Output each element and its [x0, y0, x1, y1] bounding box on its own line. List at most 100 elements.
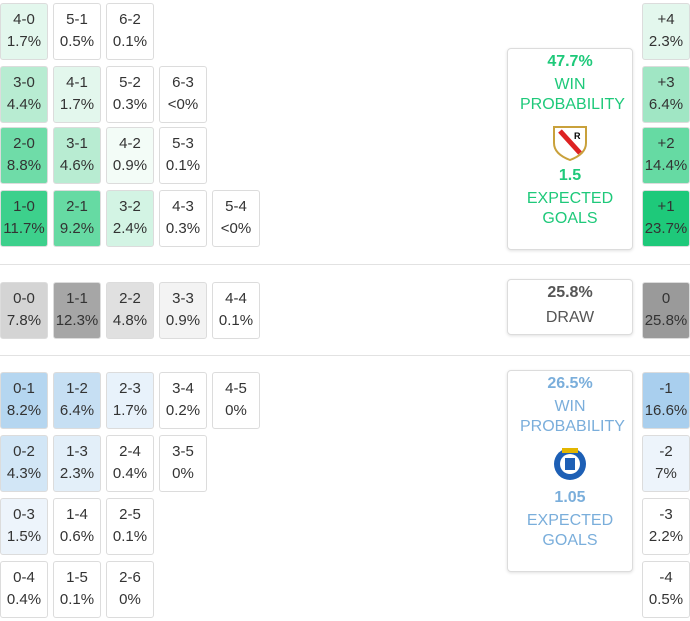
margin-cell: +1 23.7% [642, 190, 690, 247]
margin-cell: -1 16.6% [642, 372, 690, 429]
probability: 12.3% [55, 312, 99, 329]
score-cell: 2-4 0.4% [106, 435, 154, 492]
expected-goals: 1.05 [554, 489, 586, 506]
score: 2-1 [66, 198, 88, 215]
score-cell: 4-1 1.7% [53, 66, 101, 123]
probability: 8.8% [6, 157, 42, 174]
score-cell: 0-3 1.5% [0, 498, 48, 555]
score: 6-3 [172, 74, 194, 91]
expected-goals-label: EXPECTED GOALS [526, 190, 614, 227]
score: 3-5 [172, 443, 194, 460]
probability: 4.4% [6, 96, 42, 113]
probability: <0% [220, 220, 252, 237]
margin-cell: +3 6.4% [642, 66, 690, 123]
score: 2-5 [119, 506, 141, 523]
score: 3-0 [13, 74, 35, 91]
goal-difference: +2 [657, 135, 675, 152]
summary-probability: 47.7% [547, 53, 593, 70]
probability: 2.3% [59, 465, 95, 482]
score-cell: 6-3 <0% [159, 66, 207, 123]
score: 2-3 [119, 380, 141, 397]
team-logo [554, 448, 586, 480]
score-cell: 3-0 4.4% [0, 66, 48, 123]
probability: 0.1% [218, 312, 254, 329]
score-cell: 1-2 6.4% [53, 372, 101, 429]
score-cell: 5-2 0.3% [106, 66, 154, 123]
summary-label: DRAW [545, 309, 595, 326]
score-cell: 2-3 1.7% [106, 372, 154, 429]
score: 0-3 [13, 506, 35, 523]
score: 4-0 [13, 11, 35, 28]
probability: 2.3% [648, 33, 684, 50]
probability: 0.1% [165, 157, 201, 174]
score: 0-2 [13, 443, 35, 460]
probability: 0.3% [165, 220, 201, 237]
score: 2-2 [119, 290, 141, 307]
probability: 0.9% [165, 312, 201, 329]
score-cell: 0-0 7.8% [0, 282, 48, 339]
probability: 11.7% [3, 220, 45, 237]
probability: 6.4% [648, 96, 684, 113]
score: 0-1 [13, 380, 35, 397]
probability: 1.7% [59, 96, 95, 113]
margin-cell: +2 14.4% [642, 127, 690, 184]
score-cell: 1-0 11.7% [0, 190, 48, 247]
score: 5-3 [172, 135, 194, 152]
team-logo: R [553, 126, 587, 161]
score-cell: 3-1 4.6% [53, 127, 101, 184]
probability: 0.5% [59, 33, 95, 50]
probability: 7% [655, 465, 677, 482]
summary-label: WIN PROBABILITY [520, 76, 625, 113]
goal-difference: -2 [659, 443, 673, 460]
summary-probability: 25.8% [547, 284, 593, 301]
probability: 4.6% [59, 157, 95, 174]
score-cell: 3-3 0.9% [159, 282, 207, 339]
probability: 0.4% [112, 465, 148, 482]
score-cell: 4-3 0.3% [159, 190, 207, 247]
probability: 0% [119, 591, 141, 608]
probability: 9.2% [59, 220, 95, 237]
probability: 23.7% [644, 220, 688, 237]
divider [0, 355, 690, 356]
score-cell: 2-1 9.2% [53, 190, 101, 247]
probability: 0.1% [112, 33, 148, 50]
score-cell: 5-1 0.5% [53, 3, 101, 60]
probability: 0.4% [6, 591, 42, 608]
probability: 0.1% [59, 591, 95, 608]
score-cell: 2-5 0.1% [106, 498, 154, 555]
margin-cell: -4 0.5% [642, 561, 690, 618]
score: 0-4 [13, 569, 35, 586]
probability: 25.8% [644, 312, 688, 329]
score: 3-4 [172, 380, 194, 397]
probability: 2.4% [112, 220, 148, 237]
score: 3-3 [172, 290, 194, 307]
score-cell: 0-4 0.4% [0, 561, 48, 618]
score: 1-4 [66, 506, 88, 523]
probability: 1.7% [6, 33, 42, 50]
score-cell: 4-5 0% [212, 372, 260, 429]
score: 1-1 [66, 290, 88, 307]
score-cell: 2-0 8.8% [0, 127, 48, 184]
score-cell: 6-2 0.1% [106, 3, 154, 60]
probability: 0.5% [648, 591, 684, 608]
score: 5-4 [225, 198, 247, 215]
probability: 8.2% [6, 402, 42, 419]
summary-probability: 26.5% [547, 375, 593, 392]
summary-card: 26.5% WIN PROBABILITY 1.05 EXPECTED GOALS [507, 370, 633, 572]
score-cell: 4-2 0.9% [106, 127, 154, 184]
probability: 0% [225, 402, 247, 419]
goal-difference: +4 [657, 11, 675, 28]
goal-difference: +1 [657, 198, 675, 215]
probability: <0% [167, 96, 199, 113]
summary-card: 47.7% WIN PROBABILITY R 1.5 EXPECTED GOALS [507, 48, 633, 250]
score: 3-2 [119, 198, 141, 215]
score: 4-3 [172, 198, 194, 215]
margin-cell: -2 7% [642, 435, 690, 492]
expected-goals-label: EXPECTED GOALS [526, 512, 614, 549]
score: 1-2 [66, 380, 88, 397]
score: 0-0 [13, 290, 35, 307]
probability: 0.6% [59, 528, 95, 545]
score: 2-0 [13, 135, 35, 152]
score-cell: 5-3 0.1% [159, 127, 207, 184]
